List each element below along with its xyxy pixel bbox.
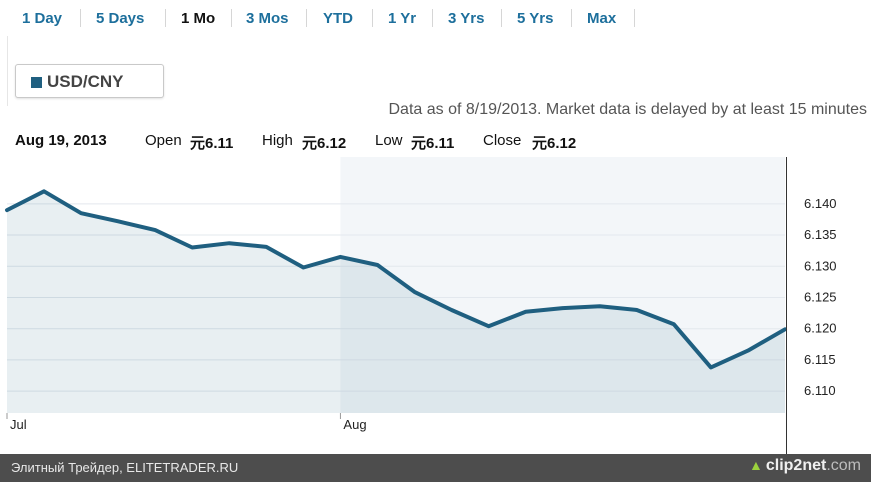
- y-tick-label: 6.120: [804, 321, 837, 336]
- legend-series-toggle[interactable]: USD/CNY: [15, 64, 164, 98]
- y-tick-label: 6.140: [804, 196, 837, 211]
- range-tab-ytd[interactable]: YTD: [323, 10, 353, 27]
- ohlc-date: Aug 19, 2013: [15, 132, 107, 149]
- tab-separator: [231, 9, 232, 27]
- data-point: [562, 307, 564, 309]
- x-tick-label: Aug: [343, 417, 366, 432]
- data-point: [376, 264, 378, 266]
- tab-separator: [80, 9, 81, 27]
- range-tab-1-day[interactable]: 1 Day: [22, 10, 63, 27]
- tab-separator: [432, 9, 433, 27]
- low-label: Low: [375, 132, 403, 149]
- range-tab-5-yrs[interactable]: 5 Yrs: [517, 10, 554, 27]
- brand-tld: .com: [826, 457, 861, 474]
- data-point: [339, 256, 341, 258]
- data-point: [636, 309, 638, 311]
- legend-label: USD/CNY: [47, 72, 124, 91]
- data-point: [599, 305, 601, 307]
- range-tab-1-mo[interactable]: 1 Mo: [181, 10, 216, 27]
- y-tick-label: 6.125: [804, 289, 837, 304]
- data-point: [784, 328, 786, 330]
- tab-separator: [306, 9, 307, 27]
- data-point: [414, 291, 416, 293]
- data-point: [43, 190, 45, 192]
- close-value: 元6.12: [532, 135, 577, 152]
- series-line: [5, 189, 787, 370]
- data-point: [451, 309, 453, 311]
- high-value: 元6.12: [302, 135, 347, 152]
- y-tick-label: 6.130: [804, 258, 837, 273]
- data-point: [525, 311, 527, 313]
- clip2net-logo-icon: ▲: [749, 457, 763, 473]
- high-label: High: [262, 132, 293, 149]
- data-point: [191, 247, 193, 249]
- footer-bar: Элитный Трейдер, ELITETRADER.RU ▲ clip2ne…: [0, 454, 871, 482]
- tab-separator: [165, 9, 166, 27]
- data-point: [117, 220, 119, 222]
- data-point: [228, 242, 230, 244]
- left-rule: [7, 36, 8, 106]
- legend-swatch: [31, 77, 42, 88]
- y-tick-label: 6.110: [804, 383, 836, 398]
- range-tab-1-yr[interactable]: 1 Yr: [388, 10, 417, 27]
- y-tick-label: 6.135: [804, 227, 837, 242]
- tab-separator: [634, 9, 635, 27]
- brand-main: clip2net: [765, 457, 827, 474]
- clip2net-watermark: ▲ clip2net.com: [749, 457, 861, 475]
- usd-cny-line-chart[interactable]: 6.140 6.135 6.130 6.125 6.120 6.115 6.110 Jul Au…: [0, 157, 871, 454]
- data-point: [673, 323, 675, 325]
- data-point: [710, 366, 712, 368]
- range-tab-max[interactable]: Max: [587, 10, 617, 27]
- ohlc-summary: Aug 19, 2013 Open 元6.11 High 元6.12 Low 元…: [0, 124, 871, 157]
- low-value: 元6.11: [411, 135, 455, 152]
- x-tick-label: Jul: [10, 417, 27, 432]
- highlight-region: [340, 157, 785, 413]
- tab-separator: [571, 9, 572, 27]
- data-delay-note: Data as of 8/19/2013. Market data is del…: [388, 101, 867, 118]
- range-tab-5-days[interactable]: 5 Days: [96, 10, 145, 27]
- tab-separator: [501, 9, 502, 27]
- data-point: [6, 209, 8, 211]
- range-tab-3-mos[interactable]: 3 Mos: [246, 10, 289, 27]
- data-point: [302, 267, 304, 269]
- data-point: [154, 229, 156, 231]
- tab-separator: [372, 9, 373, 27]
- footer-source-text: Элитный Трейдер, ELITETRADER.RU: [11, 460, 239, 475]
- close-label: Close: [483, 132, 522, 149]
- y-tick-label: 6.115: [804, 352, 836, 367]
- open-value: 元6.11: [190, 135, 234, 152]
- data-point: [488, 325, 490, 327]
- range-tabs: 1 Day 5 Days 1 Mo 3 Mos YTD 1 Yr 3 Yrs 5…: [0, 0, 871, 36]
- range-tab-3-yrs[interactable]: 3 Yrs: [448, 10, 485, 27]
- open-label: Open: [145, 132, 182, 149]
- data-point: [747, 350, 749, 352]
- data-point: [80, 212, 82, 214]
- data-point: [265, 246, 267, 248]
